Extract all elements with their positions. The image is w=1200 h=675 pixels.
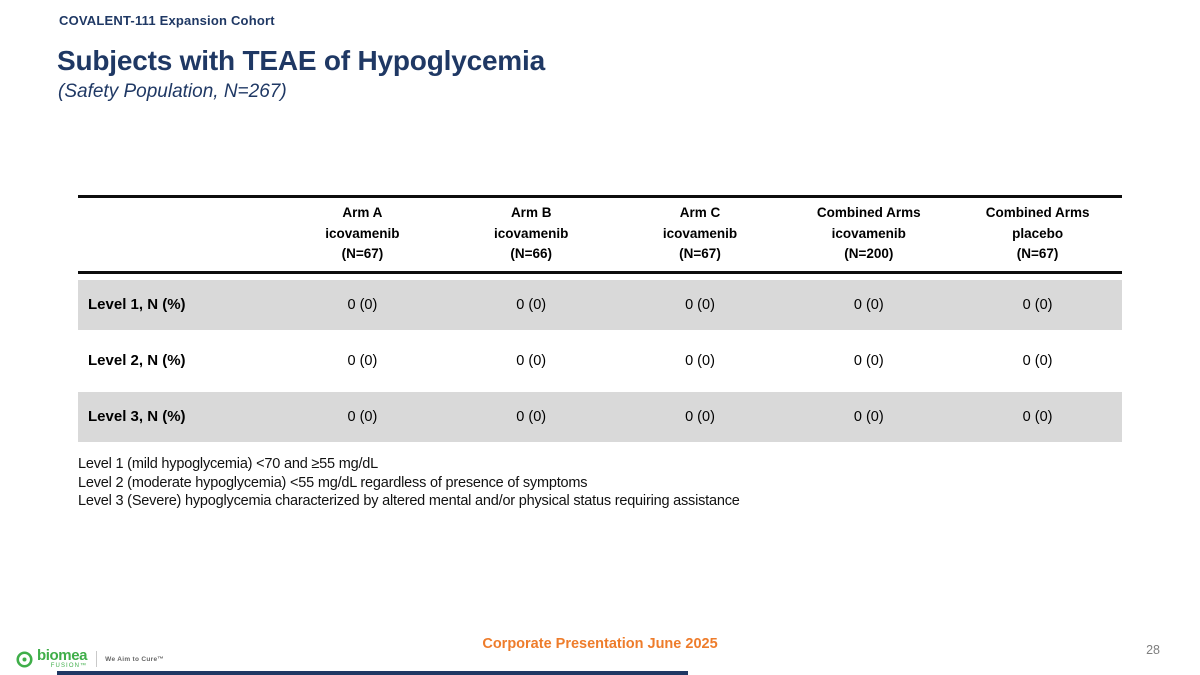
table-cell: 0 (0)	[347, 296, 378, 313]
table-cell: 0 (0)	[516, 296, 547, 313]
logo-brand-text: biomea	[37, 647, 88, 664]
table-cell: 0 (0)	[516, 352, 547, 369]
table-cell: 0 (0)	[685, 296, 715, 313]
table-cell: 0 (0)	[347, 408, 378, 425]
table-cell: 0 (0)	[685, 408, 715, 425]
table-row-level-1: Level 1, N (%) 0 (0) 0 (0) 0 (0) 0 (0) 0…	[78, 279, 1122, 330]
footer-presentation-label: Corporate Presentation June 2025	[482, 636, 718, 652]
column-header-combined-icovamenib: Combined Arms icovamenib (N=200)	[816, 205, 921, 261]
footnote-level-2: Level 2 (moderate hypoglycemia) <55 mg/d…	[78, 474, 588, 491]
biomea-fusion-logo: biomea FUSION™ We Aim to Cure™	[15, 648, 164, 670]
column-header-arm-a: Arm A icovamenib (N=67)	[325, 205, 400, 261]
row-label: Level 2, N (%)	[88, 352, 186, 369]
table-corner-cell	[78, 203, 278, 265]
logo-fusion-text: FUSION™	[50, 663, 88, 669]
page-title: Subjects with TEAE of Hypoglycemia	[57, 45, 545, 76]
table-cell: 0 (0)	[853, 296, 884, 313]
table-row-level-3: Level 3, N (%) 0 (0) 0 (0) 0 (0) 0 (0) 0…	[78, 391, 1122, 442]
row-label: Level 1, N (%)	[88, 296, 186, 313]
biomea-circle-icon	[16, 650, 33, 668]
hypoglycemia-table: Arm A icovamenib (N=67) Arm B icovamenib…	[78, 195, 1122, 442]
footnotes: Level 1 (mild hypoglycemia) <70 and ≥55 …	[78, 455, 740, 511]
table-cell: 0 (0)	[1022, 408, 1053, 425]
table-cell: 0 (0)	[1022, 296, 1053, 313]
column-header-combined-placebo: Combined Arms placebo (N=67)	[985, 205, 1090, 261]
page-number: 28	[1146, 643, 1160, 657]
logo-text-block: biomea FUSION™	[37, 647, 88, 669]
table-cell: 0 (0)	[347, 352, 378, 369]
table-row-level-2: Level 2, N (%) 0 (0) 0 (0) 0 (0) 0 (0) 0…	[78, 335, 1122, 386]
table-cell: 0 (0)	[853, 408, 884, 425]
logo-tagline: We Aim to Cure™	[105, 655, 165, 663]
footnote-level-1: Level 1 (mild hypoglycemia) <70 and ≥55 …	[78, 456, 379, 472]
bottom-accent-bar	[57, 671, 688, 675]
table-cell: 0 (0)	[1022, 352, 1053, 369]
row-label: Level 3, N (%)	[88, 408, 186, 425]
table-cell: 0 (0)	[685, 352, 715, 369]
page-subtitle: (Safety Population, N=267)	[58, 81, 287, 102]
table-cell: 0 (0)	[516, 408, 547, 425]
footnote-level-3: Level 3 (Severe) hypoglycemia characteri…	[78, 493, 740, 509]
column-header-arm-b: Arm B icovamenib (N=66)	[494, 205, 569, 261]
slide-eyebrow: COVALENT-111 Expansion Cohort	[59, 13, 275, 28]
column-header-arm-c: Arm C icovamenib (N=67)	[662, 205, 738, 261]
table-cell: 0 (0)	[853, 352, 884, 369]
logo-divider	[96, 651, 98, 667]
table-header-row: Arm A icovamenib (N=67) Arm B icovamenib…	[78, 195, 1122, 274]
